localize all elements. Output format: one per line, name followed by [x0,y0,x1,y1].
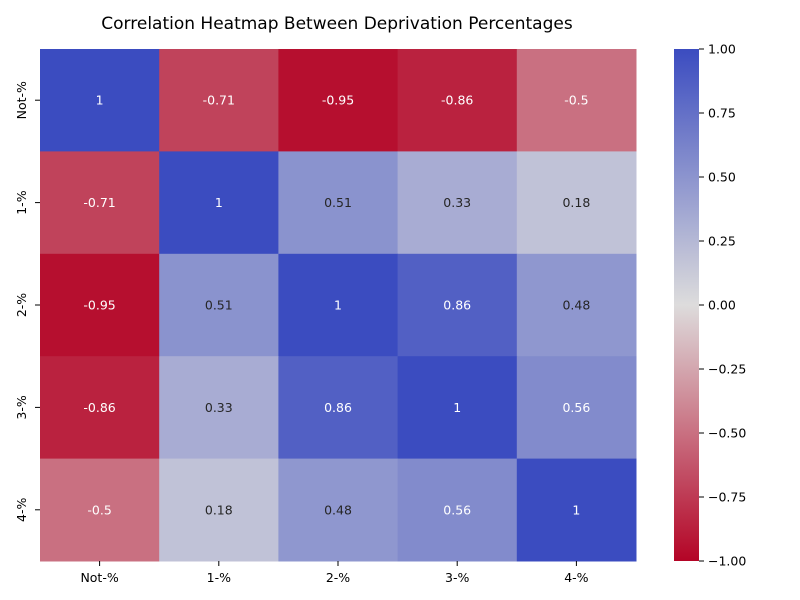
x-tick-label: 1-% [207,570,231,585]
x-tick-label: 2-% [326,570,350,585]
cell-value-label: 0.51 [205,298,233,313]
colorbar-tick-label: 1.00 [708,42,736,57]
heatmap-cell [40,253,160,357]
colorbar-axis: 1.00 0.75 0.50 0.25 0.00 −0.25 −0.50 −0.75 −1.00 [699,42,746,569]
heatmap-cell [397,458,518,562]
heatmap-cell [278,151,399,255]
heatmap-cell [278,458,399,562]
x-axis: Not-% 1-% 2-% 3-% 4-% [80,561,589,585]
heatmap-cell [159,253,279,357]
y-tick-label: 2-% [14,293,29,317]
heatmap-cell [159,458,279,562]
heatmap-cells: 1 -0.71 -0.95 -0.86 -0.5 -0.71 1 0.51 0.33 0.18 -0… [40,49,637,562]
x-tick-label: 4-% [564,570,588,585]
cell-value-label: 0.86 [324,400,352,415]
heatmap-cell [40,151,160,255]
colorbar-tick-label: −0.50 [708,426,746,441]
cell-value-label: 0.56 [443,502,471,517]
y-tick-label: Not-% [14,81,29,119]
cell-value-label: 0.48 [562,298,590,313]
cell-value-label: 0.48 [324,502,352,517]
cell-value-label: 1 [96,93,104,108]
chart-title: Correlation Heatmap Between Deprivation … [101,14,573,34]
heatmap-cell [278,253,399,357]
cell-value-label: -0.95 [322,93,354,108]
cell-value-label: 1 [453,400,461,415]
cell-value-label: -0.86 [441,93,473,108]
heatmap-cell [516,151,637,255]
cell-value-label: 0.33 [205,400,233,415]
x-tick-label: 3-% [445,570,469,585]
cell-value-label: 0.18 [205,502,233,517]
cell-value-label: 1 [215,195,223,210]
heatmap-cell [159,49,279,152]
heatmap-cell [397,49,518,152]
y-axis: Not-% 1-% 2-% 3-% 4-% [14,81,40,522]
cell-value-label: 1 [572,502,580,517]
heatmap-cell [278,49,399,152]
heatmap-cell [278,356,399,460]
heatmap-cell [516,356,637,460]
heatmap-cell [40,458,160,562]
cell-value-label: -0.5 [564,93,588,108]
cell-value-label: -0.95 [83,298,115,313]
cell-value-label: -0.5 [87,502,111,517]
cell-value-label: -0.86 [83,400,115,415]
colorbar-tick-label: 0.50 [708,170,736,185]
heatmap-cell [516,253,637,357]
colorbar-tick-label: −0.25 [708,362,746,377]
heatmap-cell [159,356,279,460]
colorbar-tick-label: 0.25 [708,234,736,249]
y-tick-label: 1-% [14,190,29,214]
colorbar-tick-label: 0.00 [708,298,736,313]
heatmap-cell [516,458,637,562]
y-tick-label: 3-% [14,395,29,419]
cell-value-label: -0.71 [83,195,115,210]
cell-value-label: 0.51 [324,195,352,210]
y-tick-label: 4-% [14,498,29,522]
heatmap-cell [40,49,160,152]
heatmap-cell [159,151,279,255]
x-tick-label: Not-% [80,570,118,585]
cell-value-label: 0.33 [443,195,471,210]
colorbar-tick-label: 0.75 [708,106,736,121]
cell-value-label: 0.86 [443,298,471,313]
colorbar-tick-label: −0.75 [708,490,746,505]
heatmap-cell [516,49,637,152]
cell-value-label: 0.56 [562,400,590,415]
heatmap-cell [397,356,518,460]
heatmap-cell [397,253,518,357]
cell-value-label: -0.71 [203,93,235,108]
heatmap-cell [40,356,160,460]
cell-value-label: 0.18 [562,195,590,210]
cell-value-label: 1 [334,298,342,313]
heatmap-cell [397,151,518,255]
colorbar [674,49,699,561]
colorbar-tick-label: −1.00 [708,554,746,569]
